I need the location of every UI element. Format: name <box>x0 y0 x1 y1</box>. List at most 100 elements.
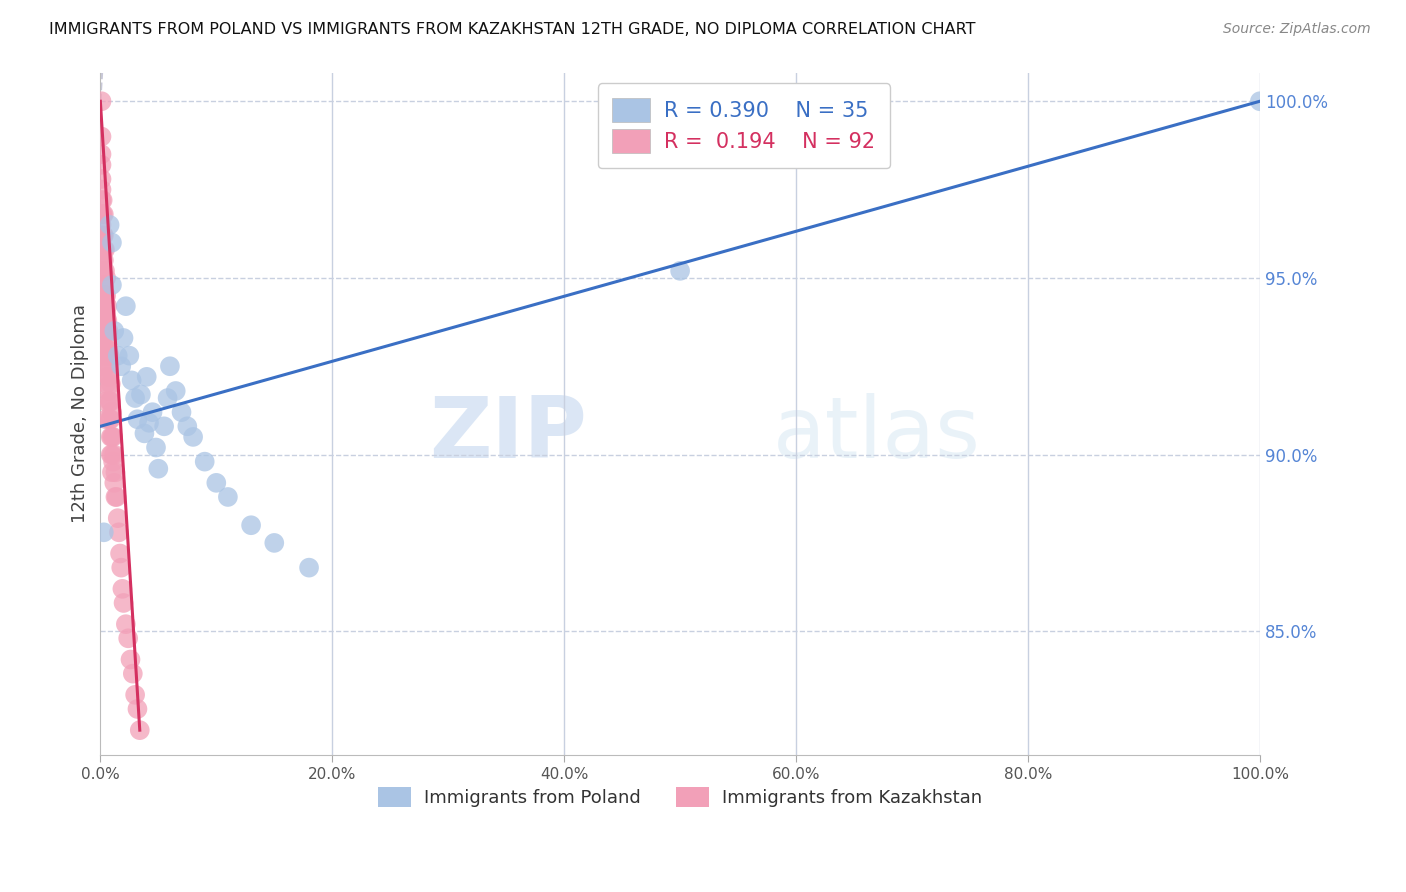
Point <box>194 455 217 469</box>
Point <box>127 412 149 426</box>
Point <box>165 384 187 398</box>
Point <box>124 688 146 702</box>
Point <box>100 376 122 391</box>
Point <box>91 288 114 302</box>
Point <box>101 235 124 250</box>
Point <box>100 448 122 462</box>
Point <box>90 218 112 232</box>
Point <box>94 306 117 320</box>
Point <box>91 253 114 268</box>
Point <box>103 475 125 490</box>
Point <box>98 412 121 426</box>
Point <box>148 461 170 475</box>
Point <box>94 359 117 374</box>
Point <box>96 334 118 349</box>
Point <box>91 324 114 338</box>
Point <box>135 369 157 384</box>
Point <box>91 334 114 349</box>
Point <box>91 299 114 313</box>
Point <box>90 172 112 186</box>
Point <box>101 430 124 444</box>
Point <box>93 306 115 320</box>
Point <box>101 465 124 479</box>
Point <box>669 264 692 278</box>
Point <box>94 342 117 356</box>
Point <box>110 359 132 374</box>
Point <box>103 324 125 338</box>
Point <box>91 349 114 363</box>
Point <box>90 158 112 172</box>
Point <box>100 430 122 444</box>
Point <box>90 193 112 207</box>
Point <box>94 342 117 356</box>
Point <box>105 490 128 504</box>
Point <box>90 95 112 109</box>
Point <box>101 448 124 462</box>
Point <box>91 193 114 207</box>
Point <box>94 271 117 285</box>
Point <box>128 723 150 738</box>
Point <box>94 264 117 278</box>
Point <box>104 465 127 479</box>
Point <box>94 412 117 426</box>
Point <box>217 490 239 504</box>
Point <box>93 288 115 302</box>
Legend: Immigrants from Poland, Immigrants from Kazakhstan: Immigrants from Poland, Immigrants from … <box>371 780 988 814</box>
Point <box>145 441 167 455</box>
Point <box>93 228 115 243</box>
Point <box>98 218 121 232</box>
Point <box>298 560 321 574</box>
Point <box>93 243 115 257</box>
Point <box>94 359 117 374</box>
Point <box>111 582 134 596</box>
Point <box>121 373 143 387</box>
Text: IMMIGRANTS FROM POLAND VS IMMIGRANTS FROM KAZAKHSTAN 12TH GRADE, NO DIPLOMA CORR: IMMIGRANTS FROM POLAND VS IMMIGRANTS FRO… <box>49 22 976 37</box>
Point <box>1249 95 1271 109</box>
Point <box>181 430 204 444</box>
Point <box>97 324 120 338</box>
Point <box>159 359 181 374</box>
Text: ZIP: ZIP <box>430 392 588 476</box>
Point <box>91 359 114 374</box>
Point <box>101 430 124 444</box>
Point <box>91 264 114 278</box>
Point <box>138 416 160 430</box>
Point <box>98 394 121 409</box>
Point <box>141 405 163 419</box>
Point <box>91 243 114 257</box>
Point <box>98 349 121 363</box>
Point <box>90 253 112 268</box>
Point <box>108 525 131 540</box>
Point <box>96 313 118 327</box>
Point <box>129 387 152 401</box>
Point <box>94 306 117 320</box>
Point <box>107 511 129 525</box>
Point <box>124 391 146 405</box>
Point <box>91 313 114 327</box>
Point <box>108 547 131 561</box>
Point <box>93 207 115 221</box>
Point <box>90 129 112 144</box>
Point <box>153 419 176 434</box>
Point <box>90 243 112 257</box>
Point <box>94 288 117 302</box>
Point <box>100 412 122 426</box>
Point <box>91 277 114 292</box>
Point <box>107 349 129 363</box>
Point <box>112 596 135 610</box>
Point <box>93 342 115 356</box>
Point <box>101 277 124 292</box>
Point <box>156 391 179 405</box>
Point <box>176 419 198 434</box>
Point <box>120 652 142 666</box>
Y-axis label: 12th Grade, No Diploma: 12th Grade, No Diploma <box>72 304 89 524</box>
Text: atlas: atlas <box>773 392 981 476</box>
Point <box>97 384 120 398</box>
Point <box>90 207 112 221</box>
Point <box>134 426 156 441</box>
Point <box>97 369 120 384</box>
Point <box>94 376 117 391</box>
Point <box>90 228 112 243</box>
Point <box>118 349 141 363</box>
Point <box>112 331 135 345</box>
